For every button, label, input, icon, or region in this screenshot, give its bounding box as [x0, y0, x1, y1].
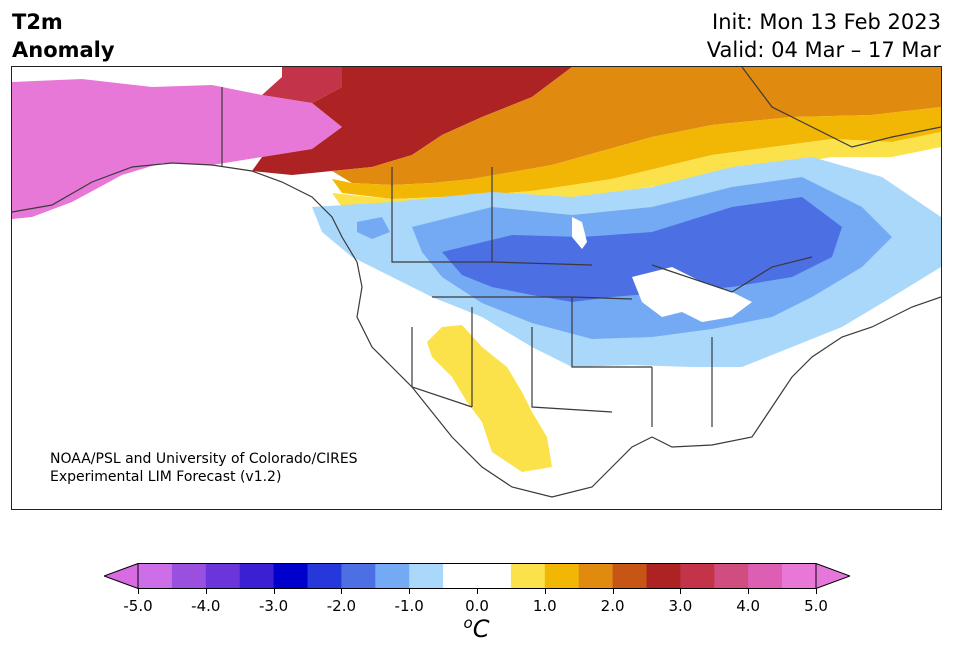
colorbar-tick-label: -5.0: [123, 597, 153, 615]
colorbar-segment: [578, 563, 614, 589]
degree-sign: o: [463, 614, 473, 632]
colorbar-unit: oC: [0, 614, 953, 643]
colorbar-tick: [612, 589, 614, 594]
colorbar-tick-label: 3.0: [668, 597, 693, 615]
unit-letter: C: [472, 615, 490, 643]
arctic-anomaly-yellow: [332, 107, 941, 199]
cold-anomaly-strong: [442, 197, 842, 302]
colorbar-frame: [137, 563, 817, 589]
colorbar-tick-label: -1.0: [394, 597, 424, 615]
colorbar-extend-low: [104, 563, 139, 589]
colorbar-segment: [680, 563, 715, 589]
colorbar-tick: [205, 589, 207, 594]
forecast-credit: NOAA/PSL and University of Colorado/CIRE…: [50, 450, 358, 486]
colorbar-extend-high: [815, 563, 850, 589]
colorbar-segment: [544, 563, 580, 589]
colorbar-tick: [273, 589, 275, 594]
colorbar-tick-label: -4.0: [191, 597, 221, 615]
colorbar-tick: [138, 589, 139, 594]
colorbar-segment: [307, 563, 342, 589]
title-line-1: T2m: [12, 10, 63, 34]
map-title: T2m Anomaly: [12, 8, 115, 64]
colorbar: [104, 563, 850, 589]
colorbar-tick: [680, 589, 682, 594]
colorbar-segment: [341, 563, 376, 589]
colorbar-tick-label: 4.0: [736, 597, 761, 615]
colorbar-tick: [748, 589, 750, 594]
colorbar-tick: [816, 589, 817, 594]
colorbar-segment: [612, 563, 647, 589]
colorbar-tick: [409, 589, 411, 594]
valid-range: Valid: 04 Mar – 17 Mar: [706, 38, 941, 62]
colorbar-segment: [748, 563, 783, 589]
colorbar-tick-label: -2.0: [326, 597, 357, 615]
arctic-anomaly-lightyellow: [332, 132, 941, 207]
colorbar-tick-label: 5.0: [804, 597, 828, 615]
colorbar-segment: [375, 563, 410, 589]
credit-line-2: Experimental LIM Forecast (v1.2): [50, 469, 282, 485]
colorbar-segment: [239, 563, 275, 589]
colorbar-tick: [544, 589, 546, 594]
alaska-anomaly: [12, 79, 342, 219]
colorbar-tick-label: 0.0: [465, 597, 489, 615]
cold-anomaly-medium-west: [357, 217, 390, 239]
colorbar-tick-label: 1.0: [532, 597, 557, 615]
colorbar-segment: [443, 563, 478, 589]
coastlines: [12, 67, 941, 498]
map-canvas: [12, 67, 941, 498]
colorbar-segment: [782, 563, 817, 589]
colorbar-segment: [714, 563, 749, 589]
great-lakes: [632, 267, 752, 322]
colorbar-tick: [341, 589, 343, 594]
title-line-2: Anomaly: [12, 38, 115, 62]
colorbar-tick-label: -3.0: [258, 597, 289, 615]
arctic-anomaly-orange: [332, 67, 941, 185]
anomaly-map: NOAA/PSL and University of Colorado/CIRE…: [11, 66, 942, 510]
colorbar-segment: [477, 563, 512, 589]
southwest-anomaly-yellow: [427, 325, 552, 472]
credit-line-1: NOAA/PSL and University of Colorado/CIRE…: [50, 451, 358, 467]
forecast-dates: Init: Mon 13 Feb 2023 Valid: 04 Mar – 17…: [707, 8, 941, 64]
yukon-anomaly-red: [252, 67, 572, 175]
colorbar-segment: [409, 563, 444, 589]
colorbar-segment: [273, 563, 308, 589]
lake-winnipeg: [572, 217, 587, 249]
colorbar-segment: [646, 563, 681, 589]
arctic-anomaly-pink: [262, 67, 342, 103]
init-date: Init: Mon 13 Feb 2023: [712, 10, 941, 34]
colorbar-segment: [171, 563, 207, 589]
colorbar-segment: [138, 563, 173, 589]
colorbar-tick: [477, 589, 478, 594]
colorbar-segment: [205, 563, 241, 589]
colorbar-tick-label: 2.0: [600, 597, 625, 615]
colorbar-segment: [510, 563, 546, 589]
